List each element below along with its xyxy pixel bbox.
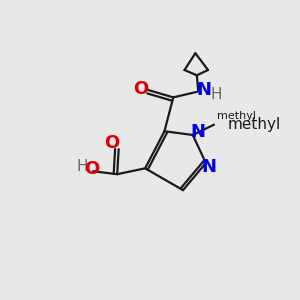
Text: N: N <box>202 158 217 175</box>
Text: H: H <box>211 87 222 102</box>
Text: N: N <box>190 123 206 141</box>
Text: O: O <box>84 160 99 178</box>
Text: methyl: methyl <box>227 117 280 132</box>
Text: O: O <box>133 80 148 98</box>
Text: O: O <box>105 134 120 152</box>
Text: methyl: methyl <box>218 111 256 121</box>
Text: H: H <box>76 159 88 174</box>
Text: N: N <box>196 81 211 99</box>
